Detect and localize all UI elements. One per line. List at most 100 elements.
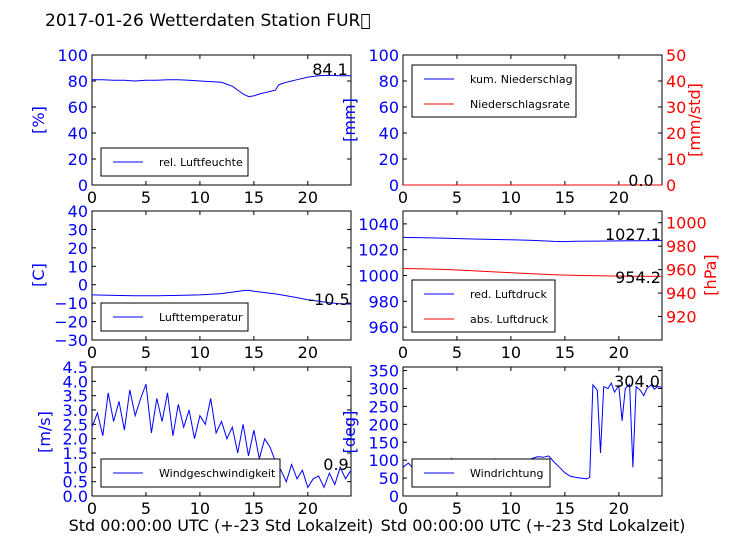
wind_speed-xtick-label: 0 bbox=[87, 499, 97, 518]
wind_speed-ytick-label: 1.5 bbox=[63, 444, 88, 463]
pressure-ytick-right-label: 960 bbox=[666, 261, 697, 280]
humidity-ytick-label: 60 bbox=[68, 98, 88, 117]
wind_speed-legend-label: Windgeschwindigkeit bbox=[159, 467, 276, 480]
precip-ytick-right-label: 10 bbox=[666, 150, 686, 169]
wind_direction-xlabel: Std 00:00:00 UTC (+-23 Std Lokalzeit) bbox=[381, 516, 686, 535]
pressure-series-primary-line bbox=[402, 236, 663, 243]
humidity-xtick-label: 5 bbox=[141, 188, 151, 207]
precip-ytick-label: 0 bbox=[389, 176, 399, 195]
precip-xtick-label: 0 bbox=[398, 188, 408, 207]
wind_speed-ytick-label: 4.5 bbox=[63, 358, 88, 377]
pressure-xtick-label: 15 bbox=[555, 343, 575, 362]
temperature-ylabel: [C] bbox=[29, 263, 48, 287]
wind_speed-ytick-label: 2.5 bbox=[63, 415, 88, 434]
temperature-panel: 0 5 10 15 20−30−20−10010203040[C]-10.5Luftte… bbox=[29, 202, 352, 362]
wind_direction-ytick-label: 150 bbox=[368, 433, 399, 452]
wind_direction-xtick-label: 20 bbox=[609, 499, 629, 518]
wind_direction-ytick-label: 50 bbox=[379, 469, 399, 488]
precip-xtick-label: 15 bbox=[555, 188, 575, 207]
wind_speed-xtick-label: 5 bbox=[141, 499, 151, 518]
pressure-current-value-2: 954.2 bbox=[615, 268, 661, 287]
temperature-ytick-label: 0 bbox=[78, 276, 88, 295]
humidity-ytick-label: 80 bbox=[68, 72, 88, 91]
humidity-legend-label: rel. Luftfeuchte bbox=[159, 156, 243, 169]
wind_direction-xtick-label: 0 bbox=[398, 499, 408, 518]
temperature-axes-frame bbox=[91, 210, 352, 341]
wind_direction-axes-frame bbox=[402, 366, 663, 497]
humidity-ylabel: [%] bbox=[29, 106, 48, 134]
wind_speed-ytick-label: 4.0 bbox=[63, 372, 88, 391]
precip-ytick-label: 40 bbox=[379, 124, 399, 143]
pressure-xtick-label: 5 bbox=[452, 343, 462, 362]
wind_speed-xtick-label: 20 bbox=[298, 499, 318, 518]
pressure-ytick-label: 1040 bbox=[358, 215, 399, 234]
wind_speed-current-value: 0.9 bbox=[323, 455, 348, 474]
pressure-panel: 0 5 10 15 20 960 980 1000 1020 1040 920 940 960 980 10… bbox=[358, 210, 720, 362]
wind_direction-ytick-label: 250 bbox=[368, 397, 399, 416]
humidity-xtick-label: 0 bbox=[87, 188, 97, 207]
wind_speed-series-primary-line bbox=[91, 384, 352, 489]
pressure-ytick-right-label: 940 bbox=[666, 284, 697, 303]
pressure-ytick-label: 980 bbox=[368, 292, 399, 311]
precip-legend-label: kum. Niederschlag bbox=[470, 73, 573, 86]
precip-ytick-right-label: 40 bbox=[666, 72, 686, 91]
temperature-ytick-label: 40 bbox=[68, 202, 88, 221]
pressure-current-value: 1027.1 bbox=[605, 225, 661, 244]
temperature-xtick-label: 0 bbox=[87, 343, 97, 362]
wind_direction-ylabel: [deg] bbox=[340, 411, 359, 454]
wind_speed-ytick-label: 0.0 bbox=[63, 487, 88, 506]
wind_speed-axes-frame bbox=[91, 366, 352, 497]
temperature-ytick-label: −20 bbox=[54, 313, 88, 332]
pressure-xtick-label: 10 bbox=[501, 343, 521, 362]
pressure-legend-label: abs. Luftdruck bbox=[470, 313, 549, 326]
wind_speed-ytick-label: 3.5 bbox=[63, 387, 88, 406]
humidity-axes-frame bbox=[91, 54, 352, 186]
pressure-legend-label: red. Luftdruck bbox=[470, 288, 547, 301]
temperature-ytick-label: −10 bbox=[54, 294, 88, 313]
temperature-xtick-label: 10 bbox=[190, 343, 210, 362]
temperature-ytick-label: 10 bbox=[68, 257, 88, 276]
precip-ytick-right-label: 20 bbox=[666, 124, 686, 143]
humidity-current-value: 84.1 bbox=[312, 60, 348, 79]
wind_speed-xtick-label: 15 bbox=[244, 499, 264, 518]
humidity-panel: 0 5 10 15 20 0 20 40 60 80 100 [%] 84.1 rel. Luftfeuc… bbox=[29, 46, 352, 207]
humidity-xtick-label: 15 bbox=[244, 188, 264, 207]
wind_direction-current-value: 304.0 bbox=[614, 372, 660, 391]
temperature-legend-label: Lufttemperatur bbox=[159, 311, 243, 324]
pressure-ytick-right-label: 980 bbox=[666, 237, 697, 256]
pressure-xtick-label: 0 bbox=[398, 343, 408, 362]
temperature-xtick-label: 20 bbox=[298, 343, 318, 362]
humidity-ytick-label: 20 bbox=[68, 150, 88, 169]
temperature-ytick-label: 30 bbox=[68, 220, 88, 239]
humidity-ytick-label: 100 bbox=[57, 46, 88, 65]
precip-ytick-label: 100 bbox=[368, 46, 399, 65]
precip-ytick-right-label: 50 bbox=[666, 46, 686, 65]
wind_speed-ytick-label: 3.0 bbox=[63, 401, 88, 420]
wind_direction-ytick-label: 350 bbox=[368, 362, 399, 381]
wind_speed-xlabel: Std 00:00:00 UTC (+-23 Std Lokalzeit) bbox=[69, 516, 374, 535]
precip-ytick-right-label: 0 bbox=[666, 176, 676, 195]
wind_direction-xtick-label: 15 bbox=[555, 499, 575, 518]
wind_direction-legend-label: Windrichtung bbox=[470, 467, 543, 480]
humidity-xtick-label: 10 bbox=[190, 188, 210, 207]
humidity-series-primary-line bbox=[92, 74, 352, 98]
wind_direction-xtick-label: 10 bbox=[501, 499, 521, 518]
pressure-ytick-label: 960 bbox=[368, 318, 399, 337]
wind_direction-ytick-label: 100 bbox=[368, 451, 399, 470]
precip-xtick-label: 10 bbox=[501, 188, 521, 207]
wind_direction-ytick-label: 300 bbox=[368, 380, 399, 399]
precip-xtick-label: 20 bbox=[609, 188, 629, 207]
temperature-ytick-label: 20 bbox=[68, 239, 88, 258]
pressure-ytick-label: 1000 bbox=[358, 267, 399, 286]
pressure-series-secondary-line bbox=[402, 268, 663, 277]
pressure-legend-box bbox=[411, 279, 556, 333]
wind_speed-ytick-label: 1.0 bbox=[63, 458, 88, 477]
precip-ytick-label: 60 bbox=[379, 98, 399, 117]
wind_direction-ytick-label: 0 bbox=[389, 487, 399, 506]
wind_direction-ytick-label: 200 bbox=[368, 415, 399, 434]
humidity-ytick-label: 40 bbox=[68, 124, 88, 143]
wind_direction-xtick-label: 5 bbox=[452, 499, 462, 518]
precip-ylabel-right: [mm/std] bbox=[685, 83, 704, 157]
